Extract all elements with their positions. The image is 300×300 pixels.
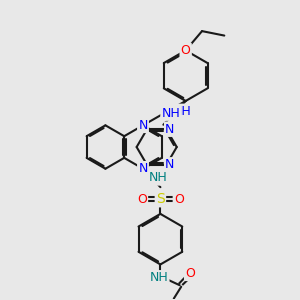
Text: N: N [138, 119, 148, 132]
Text: N: N [165, 158, 175, 171]
Text: O: O [185, 267, 195, 280]
Text: S: S [156, 192, 165, 206]
Text: NH: NH [149, 171, 168, 184]
Text: N: N [165, 123, 175, 136]
Text: NH: NH [172, 105, 191, 118]
Text: O: O [137, 193, 147, 206]
Text: NH: NH [161, 106, 180, 120]
Text: O: O [181, 44, 190, 57]
Text: O: O [174, 193, 184, 206]
Text: NH: NH [149, 271, 168, 284]
Text: N: N [138, 162, 148, 175]
